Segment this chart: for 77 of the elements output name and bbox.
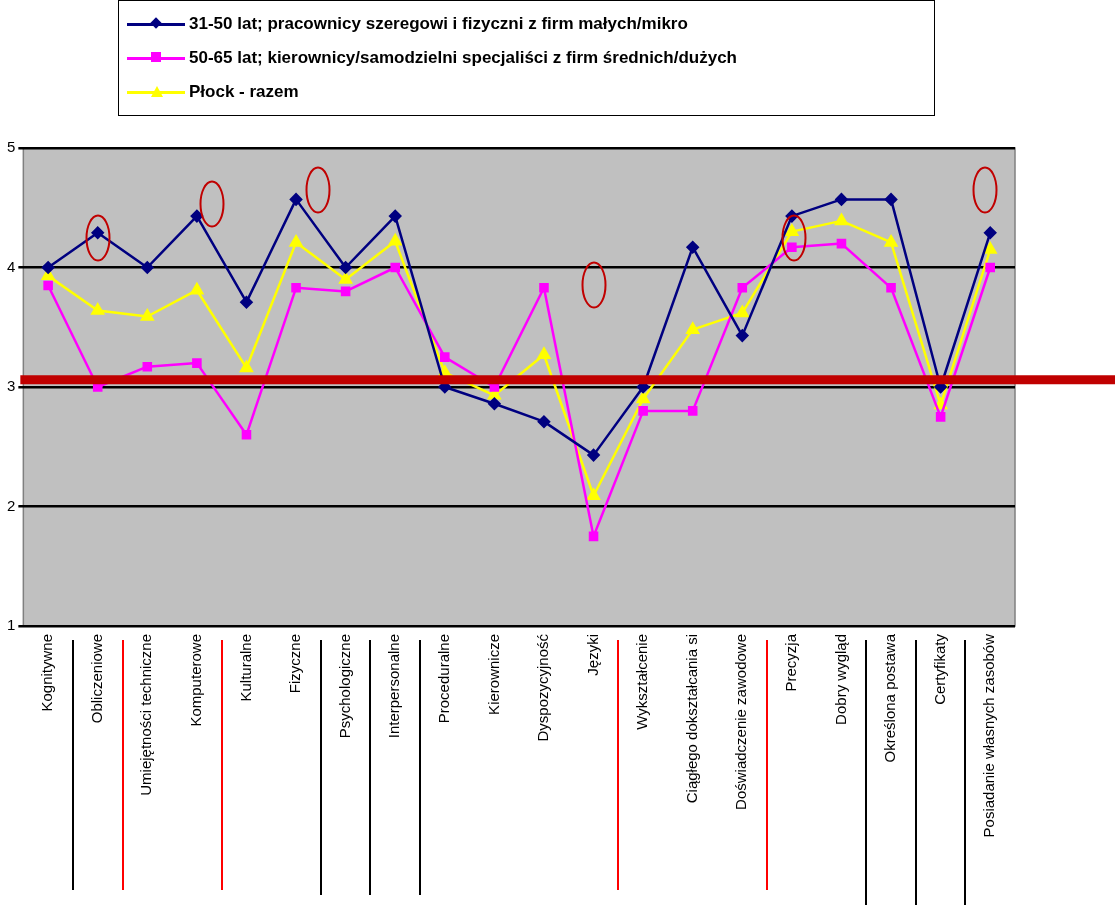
x-tick-label: Komputerowe <box>187 634 205 727</box>
x-tick-label: Psychologiczne <box>335 634 353 739</box>
x-tick-label: Interpersonalne <box>385 634 403 739</box>
x-tick-label: Certyfikaty <box>930 633 948 705</box>
point <box>787 242 797 252</box>
x-tick-label: Obliczeniowe <box>87 634 105 724</box>
point <box>539 283 549 293</box>
point <box>291 283 301 293</box>
point <box>43 280 53 291</box>
point <box>41 261 55 274</box>
y-tick-label: 1 <box>7 616 16 634</box>
point <box>537 347 551 359</box>
point <box>390 262 400 273</box>
point <box>785 224 799 236</box>
legend-label: 31-50 lat; pracownicy szeregowi i fizyczni z firm małych/mikro <box>189 14 688 34</box>
point <box>737 283 748 293</box>
x-tick-label: Doświadczenie zawodowe <box>732 634 750 810</box>
point <box>192 358 202 368</box>
point <box>835 213 848 226</box>
point <box>289 235 303 247</box>
y-tick-label: 5 <box>7 138 16 156</box>
point <box>985 262 995 273</box>
point <box>935 412 946 422</box>
y-tick-label: 3 <box>7 377 16 395</box>
point <box>190 282 204 295</box>
point <box>884 235 898 247</box>
x-tick-label: Języki <box>583 634 601 676</box>
point <box>142 361 153 372</box>
point <box>190 209 204 223</box>
point <box>537 415 551 428</box>
x-tick-label: Dyspozycyjność <box>534 633 552 742</box>
x-tick-label: Ciągłego dokształcania si <box>682 634 700 804</box>
point <box>735 305 749 318</box>
point <box>686 322 700 334</box>
point <box>440 352 450 362</box>
point <box>141 261 154 274</box>
point <box>340 286 351 297</box>
point <box>91 303 105 315</box>
point <box>686 240 699 254</box>
point <box>588 531 599 542</box>
x-tick-label: Dobry wygląd <box>831 634 849 725</box>
legend-label: Płock - razem <box>189 82 299 102</box>
x-tick-label: Kognitywne <box>38 634 56 712</box>
point <box>241 430 252 440</box>
point <box>339 261 352 274</box>
point <box>488 397 501 410</box>
legend-label: 50-65 lat; kierownicy/samodzielni specjaliści z firm średnich/dużych <box>189 48 737 68</box>
point <box>983 226 997 240</box>
point <box>240 360 253 373</box>
point <box>983 242 997 254</box>
x-tick-label: Kulturalne <box>236 634 254 702</box>
x-tick-label: Określona postawa <box>881 633 899 763</box>
point <box>289 193 303 206</box>
point <box>687 406 698 416</box>
point <box>886 283 896 293</box>
point <box>339 272 353 284</box>
x-tick-label: Posiadanie własnych zasobów <box>980 633 998 838</box>
point <box>636 391 650 404</box>
x-tick-label: Proceduralne <box>434 634 452 724</box>
point <box>884 193 898 206</box>
point <box>736 329 749 342</box>
point <box>140 309 154 321</box>
point <box>587 448 600 462</box>
x-tick-label: Wykształcenie <box>633 634 651 730</box>
point <box>587 488 600 500</box>
x-tick-label: Kierownicze <box>484 634 502 715</box>
point <box>240 295 253 309</box>
x-tick-label: Umiejętności techniczne <box>137 634 155 796</box>
x-tick-label: Precyzja <box>782 633 800 692</box>
y-tick-label: 4 <box>7 257 16 275</box>
point <box>835 193 848 206</box>
point <box>388 209 402 223</box>
point <box>836 238 847 249</box>
point <box>638 406 648 416</box>
x-tick-label: Fizyczne <box>286 634 304 694</box>
y-tick-label: 2 <box>7 496 16 514</box>
point <box>388 233 402 246</box>
